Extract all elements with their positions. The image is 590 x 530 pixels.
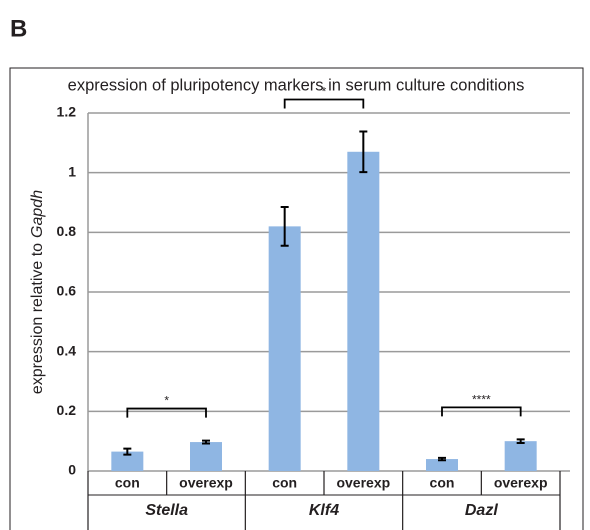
significance-label: * <box>322 85 327 99</box>
y-axis-label-text: expression relative to <box>29 243 46 394</box>
significance-bracket <box>283 98 365 109</box>
bar <box>347 151 380 472</box>
group-label: Stella <box>145 502 188 519</box>
significance-bracket <box>441 406 522 417</box>
y-tick-label: 1 <box>68 163 76 179</box>
x-tick-label: con <box>272 475 297 491</box>
bar <box>190 442 222 471</box>
group-label: Klf4 <box>309 502 339 519</box>
group-label: Dazl <box>465 502 498 519</box>
error-bar <box>516 438 525 444</box>
error-bar <box>280 205 289 247</box>
significance-label: * <box>164 394 169 408</box>
bar <box>111 451 144 471</box>
x-tick-label: overexp <box>179 475 233 491</box>
frame <box>9 67 584 530</box>
significance-bracket <box>126 407 207 418</box>
error-bar <box>123 447 132 456</box>
error-bar <box>438 456 446 462</box>
x-tick-label: con <box>430 475 455 491</box>
y-tick-label: 0.2 <box>57 402 77 418</box>
y-tick-label: 0.8 <box>57 223 77 239</box>
bar <box>426 459 458 471</box>
x-tick-label: overexp <box>494 475 548 491</box>
bar <box>504 441 537 471</box>
y-tick-label: 0 <box>68 462 76 478</box>
significance-label: **** <box>472 393 491 407</box>
error-bar <box>359 130 368 174</box>
error-bar <box>202 439 210 445</box>
y-tick-label: 0.4 <box>57 342 77 358</box>
chart-title: expression of pluripotency markers in se… <box>68 76 525 94</box>
y-tick-label: 1.2 <box>57 104 77 120</box>
bar <box>268 226 301 471</box>
y-axis-label-gene: Gapdh <box>29 190 46 238</box>
y-axis-label: expression relative to Gapdh <box>29 190 46 394</box>
y-tick-label: 0.6 <box>57 283 77 299</box>
x-tick-label: con <box>115 475 140 491</box>
x-tick-label: overexp <box>336 475 390 491</box>
panel-label: B <box>10 15 27 42</box>
